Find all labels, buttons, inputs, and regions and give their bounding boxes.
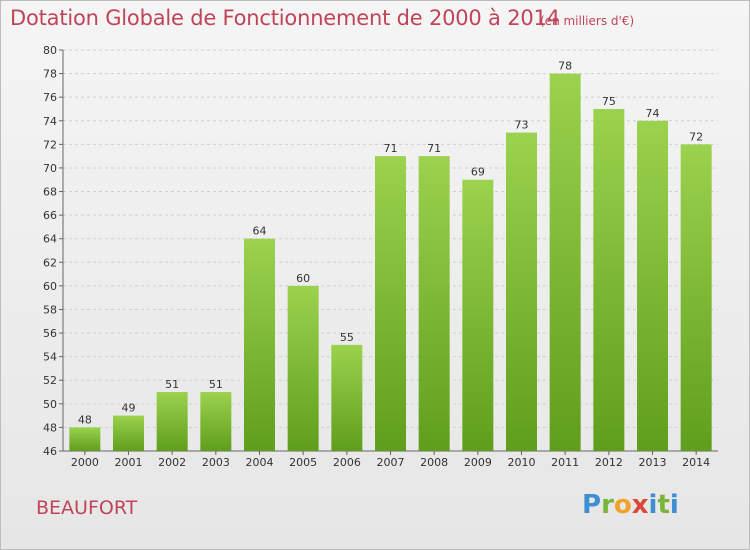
bar — [331, 344, 363, 451]
y-tick-label: 64 — [43, 233, 57, 246]
bar-value-label: 64 — [253, 225, 267, 238]
bar-value-label: 60 — [296, 272, 310, 285]
y-tick-label: 70 — [43, 162, 57, 175]
municipality-name: BEAUFORT — [36, 497, 138, 519]
x-tick-label: 2014 — [682, 456, 710, 469]
bar — [462, 179, 494, 451]
bar — [418, 156, 450, 451]
proxiti-logo: Proxiti — [582, 490, 679, 520]
bar — [113, 415, 144, 451]
x-tick-label: 2009 — [464, 456, 492, 469]
chart-unit: (en milliers d'€) — [540, 14, 635, 28]
x-tick-label: 2006 — [333, 456, 361, 469]
bar — [69, 427, 101, 451]
y-tick-label: 72 — [43, 138, 57, 151]
bar-value-label: 48 — [78, 413, 92, 426]
bar-value-label: 74 — [646, 107, 660, 120]
y-tick-label: 80 — [43, 44, 57, 57]
x-axis-tick-labels: 2000 2001 2002 2003 2004 2005 2006 2007 2008 2009… — [71, 456, 710, 469]
bar — [375, 156, 406, 451]
bar-value-label: 73 — [515, 119, 529, 132]
value-labels: 48 49 51 51 64 60 55 71 71 69 73 78 75 74 72 — [78, 60, 703, 427]
bar-value-label: 69 — [471, 166, 485, 179]
bar-value-label: 72 — [689, 130, 703, 143]
bar-value-label: 75 — [602, 95, 616, 108]
x-tick-label: 2005 — [289, 456, 317, 469]
bar — [244, 238, 275, 451]
y-tick-label: 76 — [43, 91, 57, 104]
bar — [593, 108, 625, 452]
x-tick-label: 2004 — [246, 456, 274, 469]
bar-value-label: 51 — [165, 378, 179, 391]
x-tick-label: 2000 — [71, 456, 99, 469]
bar — [680, 144, 712, 451]
bar-value-label: 71 — [427, 142, 441, 155]
bar-value-label: 51 — [209, 378, 223, 391]
x-tick-label: 2008 — [420, 456, 448, 469]
bar-value-label: 71 — [384, 142, 398, 155]
y-axis-tick-labels: 46 48 50 52 54 56 58 60 62 64 66 68 70 72 74 76 78 80 — [43, 44, 57, 458]
bar-value-label: 49 — [122, 402, 136, 415]
y-tick-label: 78 — [43, 68, 57, 81]
chart-title: Dotation Globale de Fonctionnement de 20… — [10, 6, 560, 30]
y-tick-label: 68 — [43, 186, 57, 199]
y-tick-label: 52 — [43, 374, 57, 387]
x-tick-label: 2010 — [508, 456, 536, 469]
y-tick-label: 50 — [43, 398, 57, 411]
bar — [200, 392, 232, 451]
bar — [506, 132, 537, 451]
x-tick-label: 2012 — [595, 456, 623, 469]
bar — [549, 73, 581, 452]
y-tick-label: 46 — [43, 445, 57, 458]
bar — [637, 120, 668, 451]
bar — [156, 392, 188, 451]
x-tick-label: 2002 — [158, 456, 186, 469]
y-tick-label: 48 — [43, 421, 57, 434]
bar-value-label: 55 — [340, 331, 354, 344]
x-tick-label: 2013 — [639, 456, 667, 469]
y-tick-label: 62 — [43, 256, 57, 269]
y-tick-label: 74 — [43, 115, 57, 128]
y-tick-label: 56 — [43, 327, 57, 340]
bars — [69, 73, 712, 452]
y-tick-label: 54 — [43, 351, 57, 364]
x-tick-label: 2001 — [115, 456, 143, 469]
bar — [287, 285, 319, 451]
x-tick-label: 2003 — [202, 456, 230, 469]
y-tick-label: 60 — [43, 280, 57, 293]
y-tick-label: 58 — [43, 303, 57, 316]
bar-value-label: 78 — [558, 60, 572, 73]
x-tick-label: 2007 — [377, 456, 405, 469]
y-tick-label: 66 — [43, 209, 57, 222]
x-tick-label: 2011 — [551, 456, 579, 469]
